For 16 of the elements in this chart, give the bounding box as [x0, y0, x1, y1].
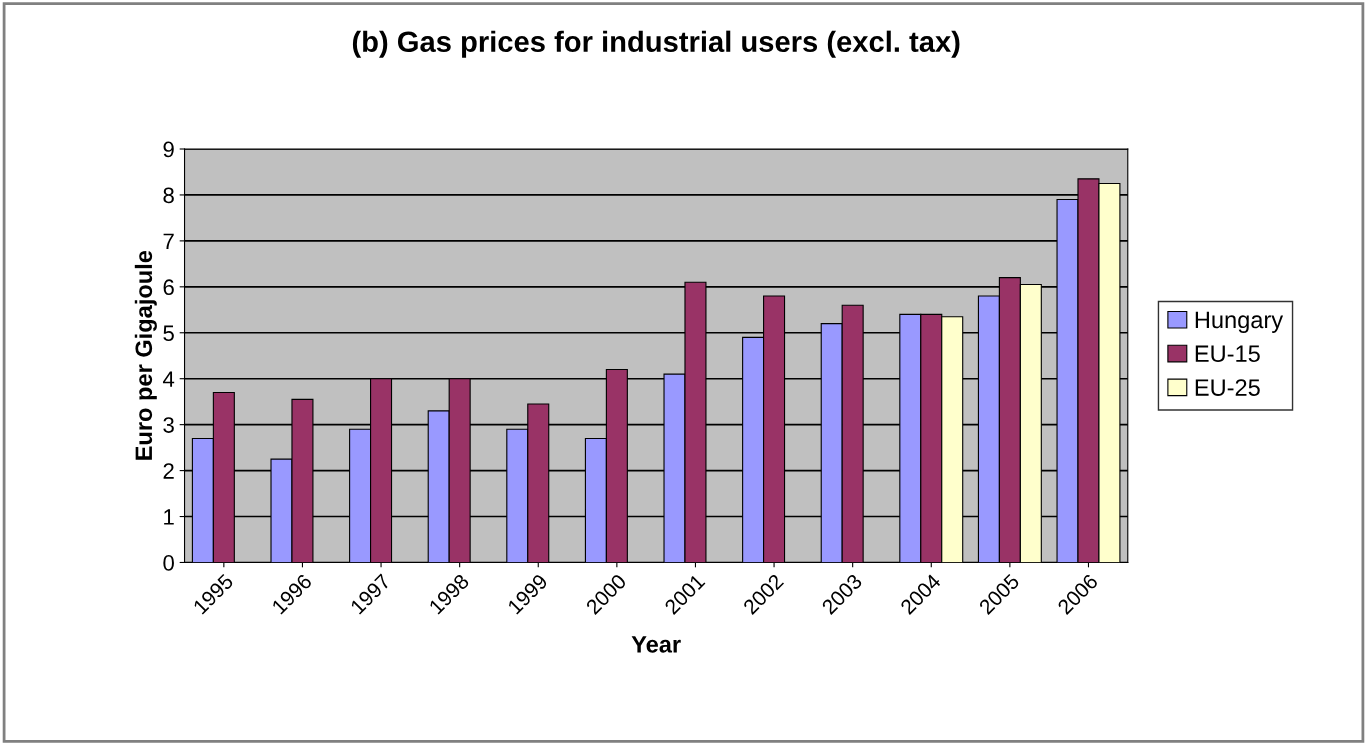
y-tick-label: 3 [163, 417, 174, 433]
y-tick-label: 5 [163, 325, 174, 342]
y-tick-label: 6 [163, 279, 174, 296]
y-tick-label: 2 [163, 463, 174, 479]
y-tick-label: 7 [163, 233, 174, 249]
legend-label: Hungary [1195, 311, 1284, 333]
legend-label: EU-25 [1195, 379, 1260, 396]
y-tick-label: 0 [163, 555, 174, 571]
y-tick-label: 8 [163, 187, 174, 204]
y-tick-label: 1 [164, 509, 174, 525]
x-axis-title: Year [631, 636, 681, 653]
y-tick-label: 4 [162, 371, 175, 387]
y-tick-label: 9 [163, 141, 174, 158]
legend-label: EU-15 [1195, 345, 1260, 363]
chart-title: (b) Gas prices for industrial users (excl. tax) [352, 30, 960, 58]
y-axis-title: Euro per Gigajoule [134, 250, 157, 460]
